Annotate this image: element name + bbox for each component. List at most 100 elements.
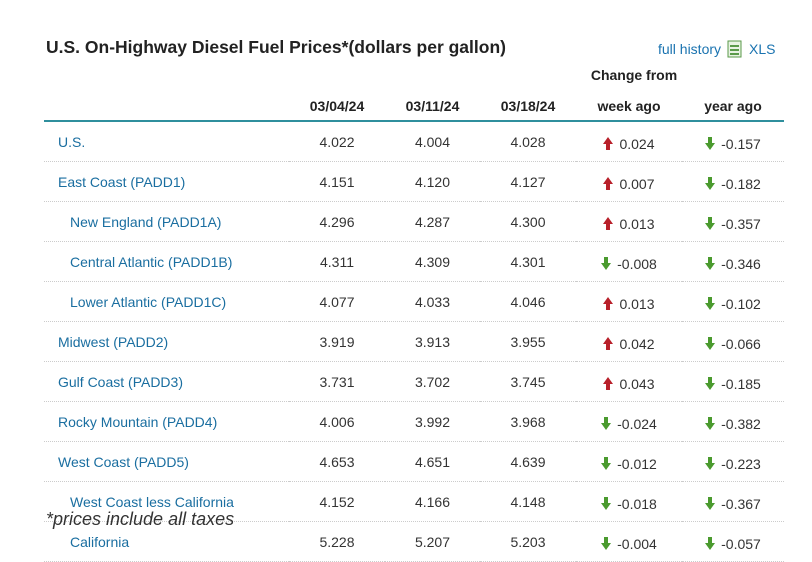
- row: Central Atlantic (PADD1B) 4.311 4.309 4.301…: [44, 241, 784, 282]
- up-arrow: [603, 177, 614, 190]
- blank-header: [44, 92, 289, 122]
- change-value: -0.024: [617, 416, 657, 432]
- region-name: U.S.: [44, 121, 289, 162]
- region-name: Central Atlantic (PADD1B): [44, 241, 289, 282]
- change-value: 0.024: [619, 136, 655, 152]
- down-arrow: [601, 417, 612, 430]
- change-value: -0.102: [721, 296, 761, 312]
- down-arrow: [601, 497, 612, 510]
- down-arrow: [705, 257, 716, 270]
- up-arrow: [603, 377, 614, 390]
- row: West Coast less California 4.152 4.166 4.14…: [44, 481, 784, 522]
- price-table: 03/04/24 03/11/24 03/18/24 week ago year ago…: [44, 92, 784, 562]
- price: 3.919: [289, 321, 385, 362]
- change-value: -0.223: [721, 456, 761, 472]
- down-arrow: [705, 297, 716, 310]
- change: -0.157: [682, 121, 784, 162]
- down-arrow: [601, 457, 612, 470]
- change-value: 0.043: [619, 376, 655, 392]
- price: 4.148: [480, 481, 576, 522]
- xls-link[interactable]: XLS: [749, 41, 776, 57]
- xls-icon: [727, 40, 742, 58]
- change-value: -0.185: [721, 376, 761, 392]
- price: 4.120: [385, 161, 480, 202]
- region-name: Lower Atlantic (PADD1C): [44, 281, 289, 322]
- price: 4.077: [289, 281, 385, 322]
- price: 3.992: [385, 401, 480, 442]
- column-header: 03/11/24: [385, 92, 480, 122]
- price: 4.301: [480, 241, 576, 282]
- price: 4.151: [289, 161, 385, 202]
- change: -0.012: [576, 441, 682, 482]
- change: 0.007: [576, 161, 682, 202]
- price: 4.296: [289, 201, 385, 242]
- region-name: Midwest (PADD2): [44, 321, 289, 362]
- row: California 5.228 5.207 5.203 -0.004 -0.057: [44, 521, 784, 562]
- history-link[interactable]: full history: [658, 41, 722, 57]
- change-value: -0.012: [617, 456, 657, 472]
- down-arrow: [705, 177, 716, 190]
- up-arrow: [603, 217, 614, 230]
- change: -0.057: [682, 521, 784, 562]
- price: 4.046: [480, 281, 576, 322]
- down-arrow: [705, 337, 716, 350]
- region-name: New England (PADD1A): [44, 201, 289, 242]
- change-value: 0.042: [619, 336, 655, 352]
- column-header: week ago: [576, 92, 682, 122]
- region-name: East Coast (PADD1): [44, 161, 289, 202]
- price: 4.300: [480, 201, 576, 242]
- change: -0.185: [682, 361, 784, 402]
- change-value: -0.382: [721, 416, 761, 432]
- region-name: Gulf Coast (PADD3): [44, 361, 289, 402]
- down-arrow: [705, 537, 716, 550]
- price: 4.006: [289, 401, 385, 442]
- price: 5.207: [385, 521, 480, 562]
- column-header: 03/04/24: [289, 92, 385, 122]
- change: -0.182: [682, 161, 784, 202]
- price: 4.311: [289, 241, 385, 282]
- header-row: 03/04/24 03/11/24 03/18/24 week ago year ago: [44, 92, 784, 122]
- change: -0.004: [576, 521, 682, 562]
- change-value: 0.013: [619, 296, 655, 312]
- price: 4.152: [289, 481, 385, 522]
- row: Gulf Coast (PADD3) 3.731 3.702 3.745 0.043 -0…: [44, 361, 784, 402]
- change: -0.357: [682, 201, 784, 242]
- price: 4.639: [480, 441, 576, 482]
- change: -0.066: [682, 321, 784, 362]
- price: 3.968: [480, 401, 576, 442]
- change-value: -0.357: [721, 216, 761, 232]
- price: 4.022: [289, 121, 385, 162]
- price: 4.309: [385, 241, 480, 282]
- price: 3.913: [385, 321, 480, 362]
- down-arrow: [705, 417, 716, 430]
- group-header: Change from: [590, 67, 678, 83]
- change-value: -0.346: [721, 256, 761, 272]
- table-body: U.S. 4.022 4.004 4.028 0.024 -0.157 East Coast…: [44, 121, 784, 562]
- up-arrow: [603, 337, 614, 350]
- up-arrow: [603, 137, 614, 150]
- price: 4.033: [385, 281, 480, 322]
- down-arrow: [705, 217, 716, 230]
- change: -0.382: [682, 401, 784, 442]
- region-name: California: [44, 521, 289, 562]
- change-value: -0.182: [721, 176, 761, 192]
- title: U.S. On-Highway Diesel Fuel Prices*(doll…: [46, 37, 506, 57]
- row: East Coast (PADD1) 4.151 4.120 4.127 0.007 -0…: [44, 161, 784, 202]
- change-value: -0.157: [721, 136, 761, 152]
- change: -0.008: [576, 241, 682, 282]
- change: 0.042: [576, 321, 682, 362]
- change: 0.013: [576, 201, 682, 242]
- price: 4.028: [480, 121, 576, 162]
- price: 4.287: [385, 201, 480, 242]
- change: -0.018: [576, 481, 682, 522]
- down-arrow: [705, 457, 716, 470]
- row: Lower Atlantic (PADD1C) 4.077 4.033 4.046 0.…: [44, 281, 784, 322]
- row: New England (PADD1A) 4.296 4.287 4.300 0.013…: [44, 201, 784, 242]
- change: -0.223: [682, 441, 784, 482]
- change-value: -0.004: [617, 536, 657, 552]
- down-arrow: [601, 537, 612, 550]
- change: -0.024: [576, 401, 682, 442]
- change-value: -0.057: [721, 536, 761, 552]
- column-header: year ago: [682, 92, 784, 122]
- column-header: 03/18/24: [480, 92, 576, 122]
